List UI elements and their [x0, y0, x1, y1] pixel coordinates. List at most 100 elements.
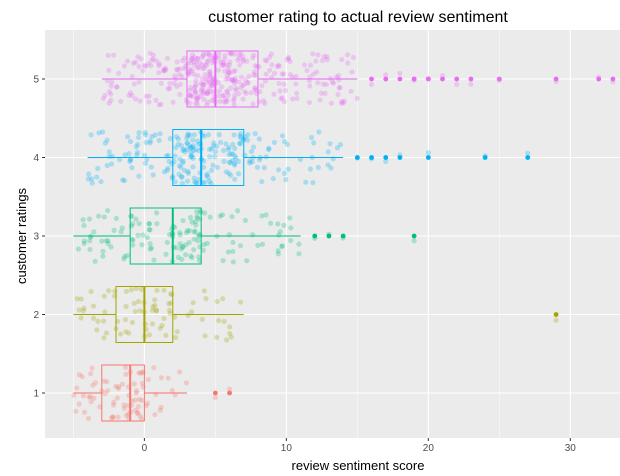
- outlier-point: [227, 390, 232, 396]
- jitter-point: [200, 247, 207, 253]
- jitter-point: [230, 69, 237, 75]
- jitter-point: [86, 394, 92, 400]
- jitter-point: [315, 52, 321, 58]
- jitter-point: [310, 51, 316, 57]
- jitter-point: [230, 248, 236, 255]
- jitter-point: [263, 71, 269, 77]
- jitter-point: [271, 139, 277, 146]
- jitter-point: [194, 96, 200, 102]
- jitter-point: [174, 83, 180, 89]
- jitter-point: [248, 148, 255, 155]
- jitter-point: [189, 144, 195, 151]
- jitter-point: [148, 63, 154, 69]
- jitter-point: [105, 207, 111, 214]
- jitter-point: [81, 238, 87, 244]
- jitter-point: [193, 90, 199, 96]
- jitter-point: [147, 140, 153, 146]
- jitter-point: [185, 312, 191, 318]
- jitter-point: [200, 51, 206, 57]
- jitter-point: [179, 58, 186, 64]
- jitter-point: [226, 70, 232, 76]
- jitter-point: [130, 60, 136, 66]
- jitter-point: [132, 59, 139, 65]
- jitter-point: [237, 85, 244, 91]
- x-tick-label: 0: [142, 443, 148, 454]
- jitter-point: [152, 132, 158, 138]
- outlier-point: [596, 76, 602, 82]
- jitter-point: [327, 141, 333, 147]
- jitter-point: [231, 162, 238, 168]
- jitter-point: [270, 176, 276, 182]
- jitter-point: [238, 50, 244, 56]
- jitter-point: [102, 92, 108, 99]
- jitter-point: [108, 91, 114, 97]
- jitter-point: [252, 63, 258, 69]
- jitter-point: [184, 139, 190, 146]
- jitter-point: [147, 138, 153, 144]
- jitter-point: [213, 143, 220, 149]
- jitter-point: [123, 412, 130, 419]
- jitter-point: [229, 157, 236, 164]
- jitter-point: [188, 152, 195, 158]
- jitter-point: [111, 227, 117, 233]
- jitter-point: [183, 380, 189, 386]
- jitter-point: [204, 102, 210, 108]
- jitter-point: [338, 100, 344, 106]
- jitter-point: [315, 80, 321, 86]
- jitter-point: [130, 221, 136, 227]
- jitter-point: [269, 62, 275, 68]
- jitter-point: [253, 87, 259, 94]
- outlier-point: [383, 155, 389, 160]
- y-tick-label: 2: [33, 310, 39, 321]
- jitter-point: [259, 83, 265, 89]
- jitter-point: [207, 74, 213, 80]
- jitter-point: [227, 85, 234, 91]
- jitter-point: [191, 132, 198, 138]
- jitter-point: [129, 319, 136, 326]
- jitter-point: [268, 51, 275, 57]
- jitter-point: [86, 216, 93, 222]
- jitter-point: [146, 220, 152, 227]
- jitter-point: [125, 134, 131, 140]
- jitter-point: [205, 132, 212, 138]
- jitter-point: [216, 88, 222, 94]
- jitter-point: [121, 256, 127, 262]
- jitter-point: [425, 150, 431, 156]
- jitter-point: [195, 238, 201, 244]
- jitter-point: [227, 59, 233, 65]
- jitter-point: [206, 71, 212, 78]
- boxplots: [73, 50, 616, 422]
- outlier-point: [425, 76, 431, 82]
- jitter-point: [192, 88, 198, 94]
- jitter-point: [188, 57, 194, 63]
- jitter-point: [283, 177, 289, 183]
- jitter-point: [88, 399, 94, 405]
- outlier-point: [610, 76, 616, 82]
- jitter-point: [237, 62, 243, 68]
- jitter-point: [279, 133, 286, 139]
- jitter-point: [180, 244, 186, 250]
- jitter-point: [139, 242, 145, 248]
- jitter-point: [277, 88, 283, 94]
- jitter-point: [126, 92, 132, 98]
- jitter-point: [156, 102, 162, 108]
- jitter-point: [85, 176, 91, 182]
- jitter-point: [179, 174, 185, 180]
- jitter-point: [336, 77, 342, 83]
- jitter-point: [219, 212, 226, 218]
- jitter-point: [95, 165, 101, 171]
- chart-title: customer rating to actual review sentime…: [208, 9, 508, 26]
- jitter-point: [127, 138, 134, 145]
- jitter-point: [133, 388, 140, 394]
- jitter-point: [319, 57, 326, 64]
- jitter-point: [204, 58, 210, 65]
- jitter-point: [275, 248, 281, 254]
- jitter-point: [349, 69, 355, 75]
- jitter-point: [142, 129, 148, 136]
- jitter-point: [229, 51, 235, 57]
- jitter-point: [224, 89, 230, 95]
- jitter-point: [205, 90, 211, 96]
- jitter-point: [198, 81, 204, 87]
- jitter-point: [228, 172, 234, 178]
- jitter-point: [132, 96, 139, 102]
